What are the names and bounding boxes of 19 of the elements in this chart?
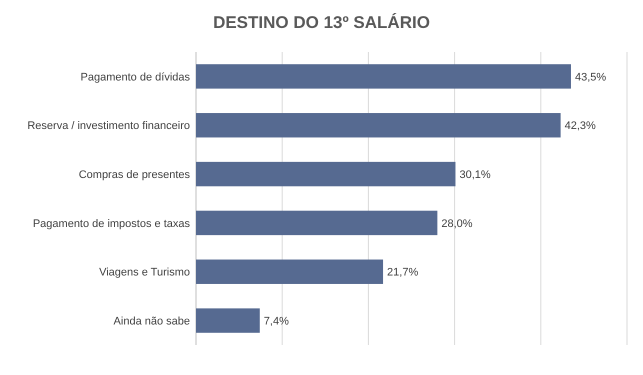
data-label: 43,5% bbox=[574, 71, 606, 84]
y-tick-label: Viagens e Turismo bbox=[99, 266, 190, 279]
y-tick-label: Compras de presentes bbox=[78, 168, 190, 181]
data-label: 28,0% bbox=[441, 218, 473, 230]
y-tick-label: Reserva / investimento financeiro bbox=[27, 120, 190, 132]
data-label: 42,3% bbox=[564, 120, 596, 132]
bar bbox=[196, 308, 260, 333]
bar bbox=[196, 260, 384, 284]
bar bbox=[196, 113, 561, 138]
bar bbox=[196, 64, 571, 89]
y-tick-label: Pagamento de dívidas bbox=[80, 71, 190, 84]
data-label: 30,1% bbox=[459, 168, 491, 181]
data-label: 7,4% bbox=[264, 315, 290, 328]
y-tick-label: Ainda não sabe bbox=[114, 315, 190, 328]
data-label: 21,7% bbox=[387, 266, 418, 279]
bar bbox=[196, 162, 456, 186]
bar bbox=[196, 210, 438, 236]
y-tick-label: Pagamento de impostos e taxas bbox=[32, 218, 190, 230]
chart-title: DESTINO DO 13º SALÁRIO bbox=[213, 12, 430, 32]
